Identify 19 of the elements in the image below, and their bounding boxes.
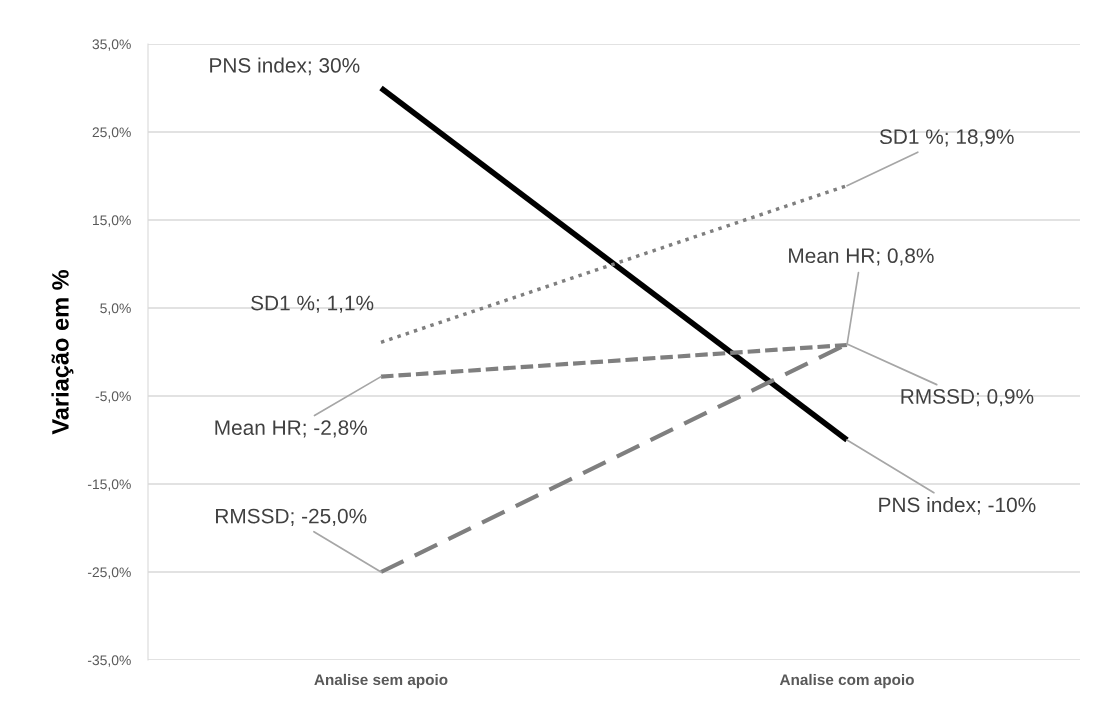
y-tick-label: 15,0% [93,215,131,227]
x-tick-label: Analise sem apoio [314,673,448,689]
y-axis-title: Variação em % [51,269,74,435]
data-label: RMSSD; 0,9% [901,389,1034,407]
y-tick-label: -15,0% [87,479,131,491]
data-label: Mean HR; -2,8% [215,420,367,438]
y-tick-label: -35,0% [87,655,131,667]
y-tick-label: -5,0% [95,391,131,403]
x-tick-label: Analise com apoio [779,673,914,689]
y-tick-label: 35,0% [92,39,131,51]
y-tick-label: -25,0% [87,567,131,579]
y-tick-label: 5,0% [100,303,131,315]
data-label: RMSSD; -25,0% [216,508,367,526]
data-label: SD1 %; 18,9% [879,129,1014,147]
data-label: PNS index; 30% [210,57,360,76]
y-tick-label: 25,0% [92,127,131,139]
data-label: PNS index; -10% [879,496,1036,515]
data-label: Mean HR; 0,8% [789,248,934,266]
data-label: SD1 %; 1,1% [251,295,374,313]
